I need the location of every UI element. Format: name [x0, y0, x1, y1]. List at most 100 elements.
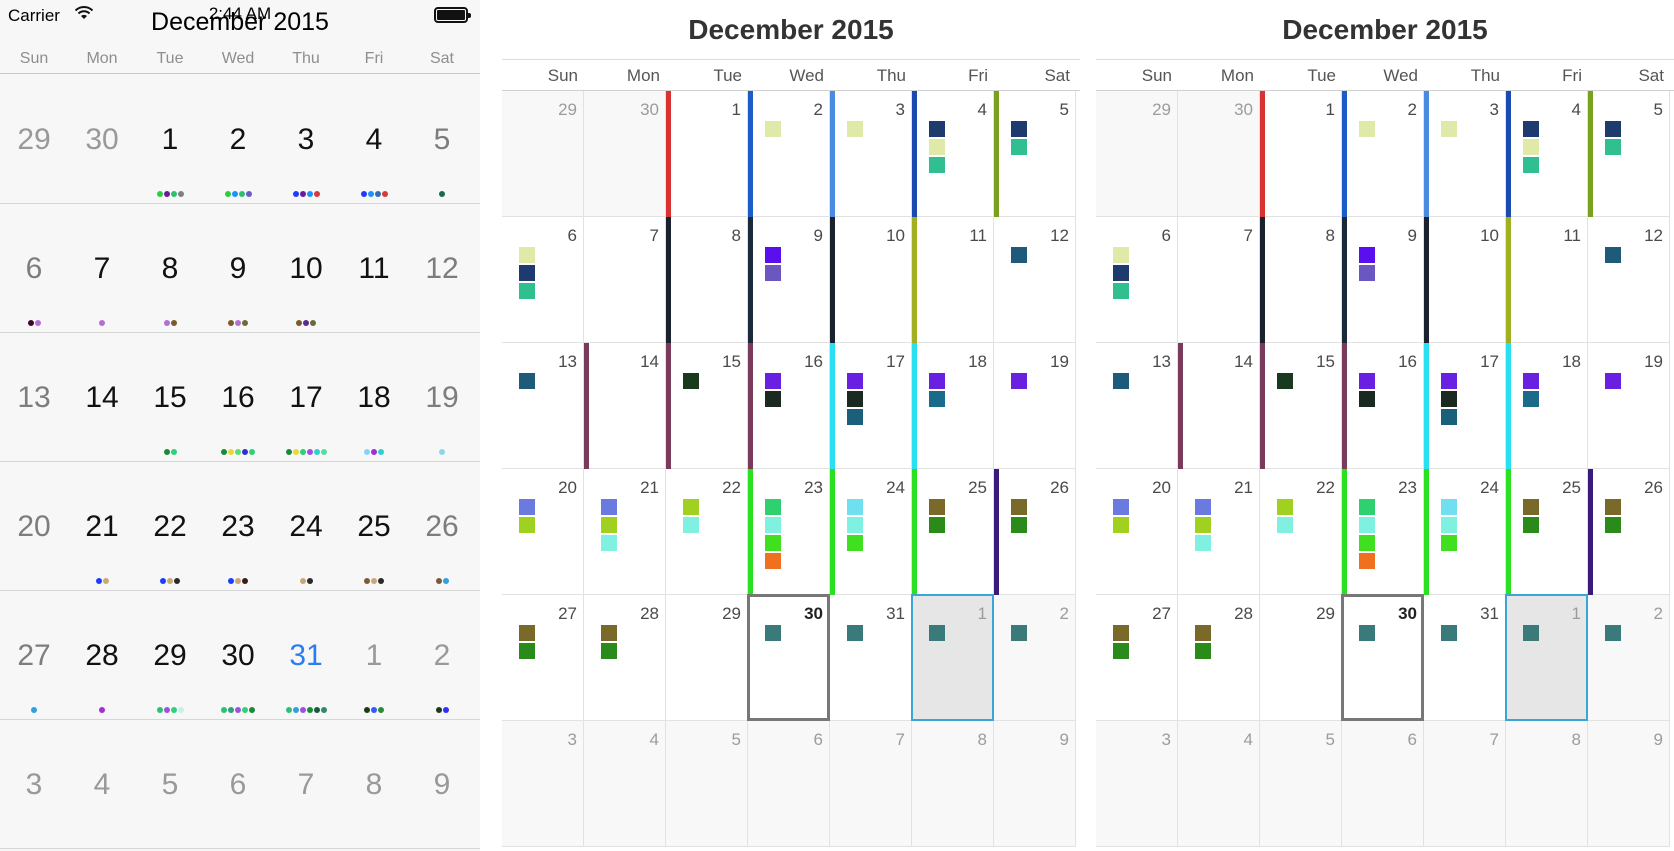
event-marker[interactable]: [601, 535, 617, 551]
day-cell[interactable]: 27: [0, 591, 68, 720]
day-cell[interactable]: 9: [1588, 721, 1670, 847]
event-marker[interactable]: [1011, 499, 1027, 515]
day-cell[interactable]: 18: [340, 333, 408, 462]
day-cell[interactable]: 3: [1424, 91, 1506, 217]
day-cell[interactable]: 22: [666, 469, 748, 595]
event-marker[interactable]: [765, 247, 781, 263]
day-cell[interactable]: 4: [1178, 721, 1260, 847]
day-cell[interactable]: 7: [584, 217, 666, 343]
day-cell[interactable]: 30: [204, 591, 272, 720]
event-marker[interactable]: [1359, 517, 1375, 533]
event-marker[interactable]: [765, 625, 781, 641]
day-cell[interactable]: 14: [584, 343, 666, 469]
event-marker[interactable]: [929, 625, 945, 641]
event-marker[interactable]: [1523, 121, 1539, 137]
day-cell[interactable]: 3: [0, 720, 68, 849]
event-marker[interactable]: [847, 625, 863, 641]
day-cell[interactable]: 22: [1260, 469, 1342, 595]
day-cell[interactable]: 1: [1505, 594, 1588, 721]
day-cell[interactable]: 30: [747, 594, 830, 721]
day-cell[interactable]: 18: [912, 343, 994, 469]
event-marker[interactable]: [519, 499, 535, 515]
day-cell[interactable]: 6: [204, 720, 272, 849]
event-marker[interactable]: [1113, 643, 1129, 659]
day-cell[interactable]: 6: [1342, 721, 1424, 847]
event-marker[interactable]: [519, 643, 535, 659]
event-marker[interactable]: [847, 517, 863, 533]
event-marker[interactable]: [1359, 373, 1375, 389]
day-cell[interactable]: 14: [1178, 343, 1260, 469]
event-marker[interactable]: [1113, 625, 1129, 641]
day-cell[interactable]: 24: [272, 462, 340, 591]
day-cell[interactable]: 28: [1178, 595, 1260, 721]
day-cell[interactable]: 5: [136, 720, 204, 849]
day-cell[interactable]: 4: [584, 721, 666, 847]
event-marker[interactable]: [1195, 499, 1211, 515]
day-cell[interactable]: 2: [204, 75, 272, 204]
event-marker[interactable]: [1605, 247, 1621, 263]
event-marker[interactable]: [1277, 499, 1293, 515]
day-cell[interactable]: 9: [1342, 217, 1424, 343]
day-cell[interactable]: 12: [994, 217, 1076, 343]
day-cell[interactable]: 2: [748, 91, 830, 217]
event-marker[interactable]: [1605, 373, 1621, 389]
event-marker[interactable]: [1011, 139, 1027, 155]
day-cell[interactable]: 15: [666, 343, 748, 469]
day-cell[interactable]: 20: [502, 469, 584, 595]
event-marker[interactable]: [1441, 517, 1457, 533]
event-marker[interactable]: [1359, 499, 1375, 515]
day-cell[interactable]: 25: [912, 469, 994, 595]
event-marker[interactable]: [1195, 535, 1211, 551]
event-marker[interactable]: [929, 139, 945, 155]
event-marker[interactable]: [519, 517, 535, 533]
day-cell[interactable]: 7: [68, 204, 136, 333]
day-cell[interactable]: 16: [748, 343, 830, 469]
event-marker[interactable]: [765, 391, 781, 407]
day-cell[interactable]: 10: [272, 204, 340, 333]
event-marker[interactable]: [1441, 535, 1457, 551]
day-cell[interactable]: 13: [0, 333, 68, 462]
day-cell[interactable]: 5: [1588, 91, 1670, 217]
day-cell[interactable]: 9: [748, 217, 830, 343]
day-cell[interactable]: 7: [1424, 721, 1506, 847]
event-marker[interactable]: [1441, 499, 1457, 515]
day-cell[interactable]: 1: [340, 591, 408, 720]
day-cell[interactable]: 23: [748, 469, 830, 595]
event-marker[interactable]: [1523, 517, 1539, 533]
day-cell[interactable]: 8: [136, 204, 204, 333]
day-cell[interactable]: 9: [994, 721, 1076, 847]
day-cell[interactable]: 4: [912, 91, 994, 217]
event-marker[interactable]: [1441, 121, 1457, 137]
day-cell[interactable]: 11: [912, 217, 994, 343]
day-cell[interactable]: 6: [0, 204, 68, 333]
day-cell[interactable]: 5: [994, 91, 1076, 217]
day-cell[interactable]: 29: [666, 595, 748, 721]
event-marker[interactable]: [1195, 517, 1211, 533]
day-cell[interactable]: 21: [1178, 469, 1260, 595]
event-marker[interactable]: [847, 409, 863, 425]
day-cell[interactable]: 8: [666, 217, 748, 343]
day-cell[interactable]: 23: [1342, 469, 1424, 595]
event-marker[interactable]: [1011, 247, 1027, 263]
day-cell[interactable]: 19: [994, 343, 1076, 469]
day-cell[interactable]: 7: [1178, 217, 1260, 343]
event-marker[interactable]: [1523, 391, 1539, 407]
day-cell[interactable]: 12: [1588, 217, 1670, 343]
event-marker[interactable]: [1359, 121, 1375, 137]
event-marker[interactable]: [1359, 391, 1375, 407]
event-marker[interactable]: [1441, 625, 1457, 641]
day-cell[interactable]: 30: [1178, 91, 1260, 217]
event-marker[interactable]: [847, 391, 863, 407]
day-cell[interactable]: 1: [136, 75, 204, 204]
event-marker[interactable]: [1359, 553, 1375, 569]
day-cell[interactable]: 4: [1506, 91, 1588, 217]
day-cell[interactable]: 30: [68, 75, 136, 204]
event-marker[interactable]: [683, 499, 699, 515]
event-marker[interactable]: [1605, 139, 1621, 155]
day-cell[interactable]: 11: [340, 204, 408, 333]
day-cell[interactable]: 4: [340, 75, 408, 204]
event-marker[interactable]: [601, 517, 617, 533]
day-cell[interactable]: 5: [408, 75, 476, 204]
day-cell[interactable]: 2: [1588, 595, 1670, 721]
day-cell[interactable]: 15: [136, 333, 204, 462]
